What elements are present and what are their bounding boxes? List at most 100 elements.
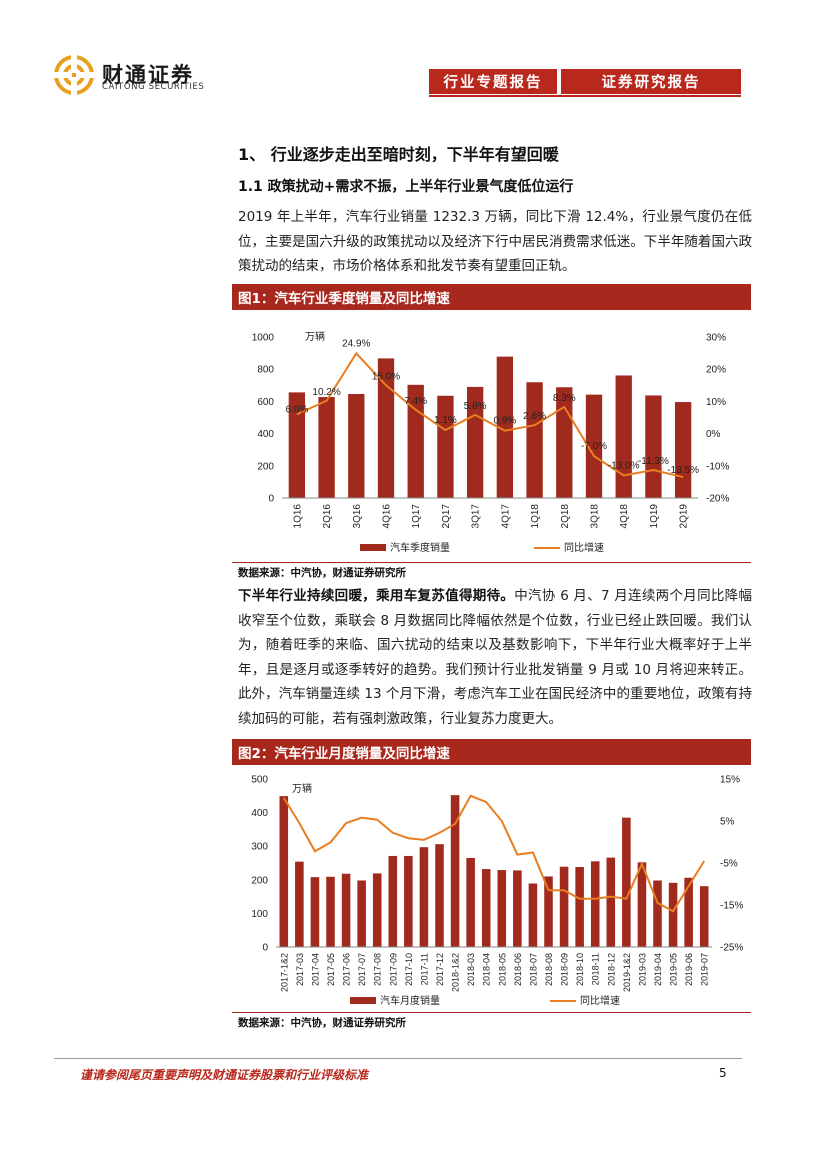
paragraph-2-body: 中汽协 6 月、7 月连续两个月同比降幅收窄至个位数，乘联会 8 月数据同比降幅… (238, 588, 752, 727)
bar (559, 866, 569, 947)
bar (645, 395, 662, 498)
growth-rate-line (282, 794, 706, 913)
x-tick-label: 1Q17 (411, 504, 422, 529)
bar (674, 402, 692, 498)
bar (615, 375, 632, 498)
legend-line-label: 同比增速 (580, 994, 620, 1007)
legend-line-label: 同比增速 (564, 541, 604, 554)
x-tick-label: 2017-10 (404, 953, 414, 986)
y-right-tick-label: -20% (706, 494, 729, 505)
bar (526, 382, 543, 498)
unit-label: 万辆 (292, 782, 312, 795)
footer-disclaimer[interactable]: 谨请参阅尾页重要声明及财通证券股票和行业评级标准 (80, 1068, 369, 1082)
bar (653, 880, 662, 947)
x-tick-label: 2017-08 (373, 953, 383, 986)
y-right-tick-label: -5% (720, 859, 738, 870)
footer-divider (54, 1058, 742, 1059)
header-divider (429, 95, 741, 97)
unit-label: 万辆 (305, 330, 325, 343)
y-left-tick-label: 0 (268, 494, 274, 505)
y-left-tick-label: 200 (257, 461, 274, 472)
y-right-tick-label: -15% (720, 901, 743, 912)
bar (279, 796, 289, 947)
x-tick-label: 2017-11 (419, 953, 429, 985)
bar (699, 886, 709, 947)
legend-bar-swatch (360, 544, 386, 551)
data-label: -13.0% (608, 460, 640, 471)
bar (310, 877, 320, 947)
company-logo: 财通证券 CAITONG SECURITIES (54, 55, 224, 95)
x-tick-label: 2019-1&2 (622, 953, 632, 992)
x-tick-label: 2018-09 (560, 953, 570, 986)
y-right-tick-label: 30% (706, 333, 726, 344)
data-label: -11.3% (638, 456, 669, 467)
y-right-tick-label: -25% (720, 943, 743, 954)
bar (377, 358, 395, 498)
x-tick-label: 2017-07 (357, 953, 367, 986)
bar (348, 393, 365, 498)
bar (590, 861, 600, 947)
x-tick-label: 2018-06 (513, 953, 523, 986)
legend-bar-label: 汽车月度销量 (380, 994, 440, 1007)
y-left-tick-label: 1000 (252, 333, 275, 344)
x-tick-label: 4Q16 (382, 504, 393, 529)
bar (684, 877, 693, 947)
paragraph-1: 2019 年上半年，汽车行业销量 1232.3 万辆，同比下滑 12.4%，行业… (238, 209, 752, 274)
x-tick-label: 2017-09 (388, 953, 398, 986)
bar (466, 386, 484, 498)
data-label: 6.0% (285, 404, 308, 415)
figure-2-bottom-rule (232, 1012, 751, 1013)
data-label: 10.2% (312, 387, 340, 398)
bar (450, 795, 460, 947)
x-tick-label: 2018-07 (528, 953, 538, 986)
bar (481, 869, 491, 947)
paragraph-2: 下半年行业持续回暖，乘用车复苏值得期待。中汽协 6 月、7 月连续两个月同比降幅… (238, 584, 752, 731)
y-left-tick-label: 100 (251, 909, 268, 920)
data-label: 24.9% (342, 338, 370, 349)
y-left-tick-label: 800 (257, 365, 274, 376)
data-label: 1.1% (434, 415, 457, 426)
y-right-tick-label: 15% (720, 775, 740, 786)
bar (295, 861, 304, 947)
x-tick-label: 2Q18 (560, 504, 571, 529)
y-left-tick-label: 600 (257, 397, 274, 408)
y-right-tick-label: 20% (706, 365, 726, 376)
report-category-tab: 证券研究报告 (561, 69, 741, 94)
x-tick-label: 2019-06 (684, 953, 694, 986)
data-label: 5.8% (464, 401, 487, 412)
data-label: 7.4% (404, 396, 427, 407)
x-tick-label: 2Q17 (441, 504, 452, 529)
bar (357, 880, 366, 947)
data-label: 15.0% (372, 371, 400, 382)
x-tick-label: 2017-04 (310, 953, 320, 986)
x-tick-label: 2Q19 (679, 504, 690, 529)
quarterly-sales-chart: 0 200 400 600 800 1000 -20% -10% 0% 10% 20% 30% 万辆 6.… (252, 330, 730, 554)
x-tick-label: 2018-11 (591, 953, 601, 985)
figure-2-title: 图2：汽车行业月度销量及同比增速 (232, 739, 751, 765)
y-left-tick-label: 0 (262, 943, 268, 954)
x-tick-label: 2018-04 (482, 953, 492, 986)
data-label: -7.0% (581, 441, 607, 452)
figure-1-bottom-rule (232, 562, 751, 563)
y-left-tick-label: 300 (251, 842, 268, 853)
paragraph-2-lead: 下半年行业持续回暖，乘用车复苏值得期待。 (238, 588, 515, 604)
bar (388, 855, 398, 947)
bar (575, 867, 584, 947)
logo-english-name: CAITONG SECURITIES (102, 82, 205, 92)
logo-chinese-name: 财通证券 (102, 63, 194, 87)
legend-bar-swatch (350, 997, 376, 1004)
x-tick-label: 2018-10 (575, 953, 585, 986)
x-tick-label: 1Q16 (292, 504, 303, 529)
x-tick-label: 2017-1&2 (279, 953, 289, 992)
x-tick-label: 3Q17 (471, 504, 482, 529)
bar (404, 855, 413, 947)
figure-1-title: 图1：汽车行业季度销量及同比增速 (232, 284, 751, 310)
figure-1-source: 数据来源：中汽协，财通证券研究所 (238, 567, 406, 579)
bar (622, 817, 631, 947)
bar (288, 392, 306, 498)
bar (419, 847, 429, 947)
y-left-tick-label: 400 (257, 429, 274, 440)
bar (668, 882, 678, 947)
data-label: 2.6% (523, 411, 546, 422)
monthly-sales-chart: 0 100 200 300 400 500 -25% -15% -5% 5% 15% 万辆 2017-1… (251, 775, 743, 1008)
